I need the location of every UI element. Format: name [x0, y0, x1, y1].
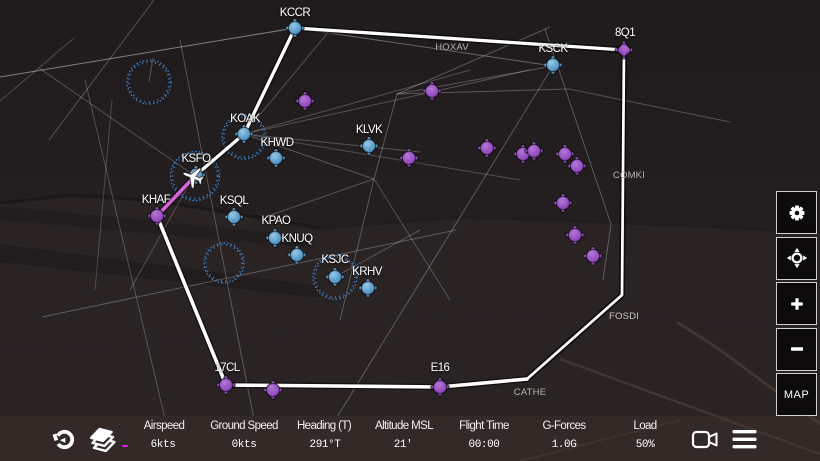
- svg-text:KHAF: KHAF: [142, 194, 171, 206]
- svg-text:CATHE: CATHE: [514, 387, 547, 398]
- svg-text:17CL: 17CL: [214, 362, 240, 374]
- svg-text:KRHV: KRHV: [352, 266, 383, 278]
- svg-text:KPAO: KPAO: [262, 215, 292, 227]
- svg-text:KCCR: KCCR: [280, 7, 311, 19]
- svg-text:8Q1: 8Q1: [615, 27, 635, 39]
- svg-text:E16: E16: [431, 362, 450, 374]
- svg-text:KOAK: KOAK: [230, 113, 261, 125]
- svg-text:KNUQ: KNUQ: [281, 233, 313, 245]
- svg-text:KSCK: KSCK: [538, 43, 568, 55]
- svg-text:FOSDI: FOSDI: [609, 311, 639, 322]
- svg-text:KHWD: KHWD: [261, 137, 294, 149]
- svg-text:KSFO: KSFO: [181, 153, 211, 165]
- svg-text:KSQL: KSQL: [220, 195, 250, 207]
- svg-text:HOXAV: HOXAV: [435, 42, 469, 53]
- svg-text:COMKI: COMKI: [613, 170, 645, 181]
- svg-text:KSJC: KSJC: [321, 254, 348, 266]
- svg-text:KLVK: KLVK: [356, 124, 383, 136]
